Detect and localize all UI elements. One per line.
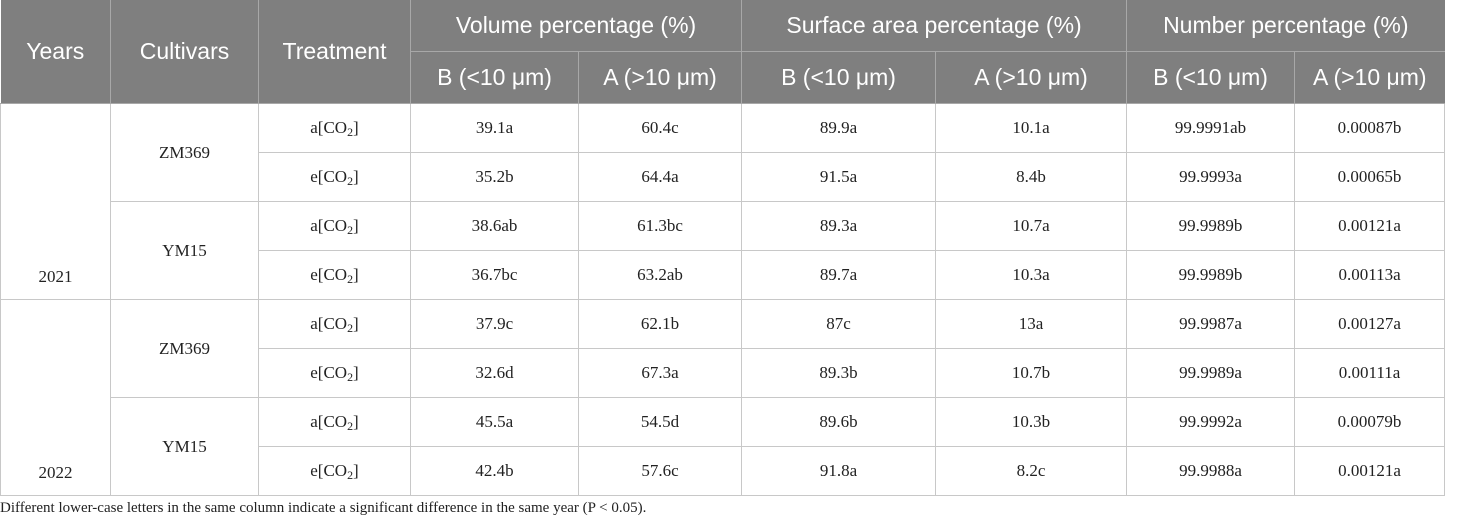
table-cell: 62.1b: [578, 299, 743, 349]
data-table: Years Cultivars Treatment Volume percent…: [0, 0, 1446, 496]
table-cell: 87c: [741, 299, 937, 349]
treatment-cell: a[CO2]: [258, 103, 411, 153]
treatment-cell: e[CO2]: [258, 152, 411, 202]
header-surface-a: A (>10 μm): [935, 51, 1128, 104]
table-cell: 10.7a: [935, 201, 1128, 251]
table-cell: 45.5a: [410, 397, 579, 447]
table-cell: 0.00113a: [1294, 250, 1446, 300]
table-cell: 89.3b: [741, 348, 937, 398]
table-cell: 39.1a: [410, 103, 579, 153]
table-cell: 8.2c: [935, 446, 1128, 496]
header-number-b: B (<10 μm): [1126, 51, 1296, 104]
table-row: e[CO2] 42.4b 57.6c 91.8a 8.2c 99.9988a 0…: [1, 446, 1446, 496]
table-cell: 10.1a: [935, 103, 1128, 153]
table-cell: 99.9987a: [1126, 299, 1296, 349]
table-row: YM15 a[CO2] 45.5a 54.5d 89.6b 10.3b 99.9…: [1, 397, 1446, 496]
table-cell: 0.00127a: [1294, 299, 1446, 349]
table-cell: 38.6ab: [410, 201, 579, 251]
year-cell: 2022: [0, 299, 111, 496]
table-cell: 99.9988a: [1126, 446, 1296, 496]
table-cell: 99.9993a: [1126, 152, 1296, 202]
table-cell: 0.00079b: [1294, 397, 1446, 447]
header-years: Years: [0, 0, 111, 104]
table-cell: 35.2b: [410, 152, 579, 202]
table-cell: 91.5a: [741, 152, 937, 202]
table-cell: 0.00087b: [1294, 103, 1446, 153]
table-cell: 54.5d: [578, 397, 743, 447]
header-cultivars: Cultivars: [110, 0, 259, 104]
table-cell: 8.4b: [935, 152, 1128, 202]
table-cell: 91.8a: [741, 446, 937, 496]
cultivar-cell: YM15: [110, 201, 259, 300]
table-cell: 37.9c: [410, 299, 579, 349]
table-cell: 67.3a: [578, 348, 743, 398]
table-cell: 10.3b: [935, 397, 1128, 447]
table-cell: 99.9991ab: [1126, 103, 1296, 153]
table-cell: 42.4b: [410, 446, 579, 496]
table-cell: 32.6d: [410, 348, 579, 398]
table-cell: 0.00121a: [1294, 201, 1446, 251]
treatment-cell: e[CO2]: [258, 348, 411, 398]
table-row: 2022 ZM369 a[CO2] 37.9c 62.1b 87c 13a 99…: [0, 299, 1446, 496]
table-cell: 0.00065b: [1294, 152, 1446, 202]
treatment-cell: a[CO2]: [258, 299, 411, 349]
treatment-cell: e[CO2]: [258, 446, 411, 496]
year-cell: 2021: [0, 103, 111, 300]
table-cell: 0.00121a: [1294, 446, 1446, 496]
table-cell: 61.3bc: [578, 201, 743, 251]
header-treatment: Treatment: [258, 0, 411, 104]
header-surface-area-percentage: Surface area percentage (%): [741, 0, 1128, 52]
cultivar-cell: ZM369: [110, 299, 259, 398]
table-footnote: Different lower-case letters in the same…: [0, 500, 647, 516]
header-number-percentage: Number percentage (%): [1126, 0, 1445, 52]
table-cell: 57.6c: [578, 446, 743, 496]
table-cell: 10.3a: [935, 250, 1128, 300]
header-number-a: A (>10 μm): [1294, 51, 1445, 104]
table-cell: 13a: [935, 299, 1128, 349]
treatment-cell: a[CO2]: [258, 397, 411, 447]
table-cell: 89.3a: [741, 201, 937, 251]
table-row: e[CO2] 36.7bc 63.2ab 89.7a 10.3a 99.9989…: [1, 250, 1446, 300]
table-cell: 0.00111a: [1294, 348, 1446, 398]
header-volume-a: A (>10 μm): [578, 51, 743, 104]
table-cell: 63.2ab: [578, 250, 743, 300]
treatment-cell: a[CO2]: [258, 201, 411, 251]
table-row: 2021 ZM369 a[CO2] 39.1a 60.4c 89.9a 10.1…: [0, 103, 1446, 300]
table-row: e[CO2] 35.2b 64.4a 91.5a 8.4b 99.9993a 0…: [1, 152, 1446, 202]
table-cell: 99.9989b: [1126, 201, 1296, 251]
cultivar-cell: ZM369: [110, 103, 259, 202]
header-surface-b: B (<10 μm): [741, 51, 937, 104]
treatment-cell: e[CO2]: [258, 250, 411, 300]
table-cell: 89.7a: [741, 250, 937, 300]
table-cell: 89.9a: [741, 103, 937, 153]
table-cell: 99.9989a: [1126, 348, 1296, 398]
table-row: e[CO2] 32.6d 67.3a 89.3b 10.7b 99.9989a …: [1, 348, 1446, 398]
table-cell: 64.4a: [578, 152, 743, 202]
table-cell: 89.6b: [741, 397, 937, 447]
table-cell: 60.4c: [578, 103, 743, 153]
table-cell: 36.7bc: [410, 250, 579, 300]
cultivar-cell: YM15: [110, 397, 259, 496]
table-row: YM15 a[CO2] 38.6ab 61.3bc 89.3a 10.7a 99…: [1, 201, 1446, 300]
table-cell: 99.9992a: [1126, 397, 1296, 447]
header-volume-b: B (<10 μm): [410, 51, 579, 104]
header-volume-percentage: Volume percentage (%): [410, 0, 743, 52]
table-cell: 99.9989b: [1126, 250, 1296, 300]
table-cell: 10.7b: [935, 348, 1128, 398]
